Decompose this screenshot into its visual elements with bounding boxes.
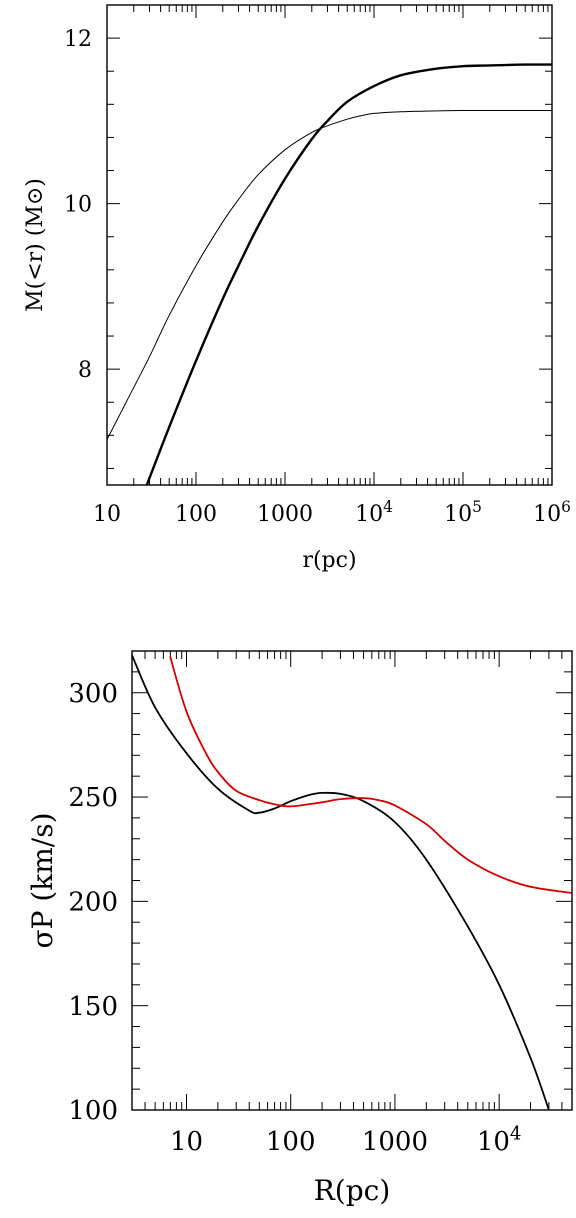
series-line-1	[145, 63, 552, 485]
y-tick-label: 250	[68, 783, 118, 813]
x-tick-label: 104	[477, 1124, 522, 1157]
dispersion-panel-ticks	[131, 650, 573, 1111]
x-tick-label: 106	[533, 498, 571, 527]
y-tick-label: 8	[78, 358, 92, 383]
y-tick-label: 12	[64, 27, 92, 52]
dispersion-panel-y-label: σP (km/s)	[26, 812, 59, 948]
dispersion-panel: 10 100 1000 104 100 150 200 250 300 R(pc) σP (km…	[26, 650, 573, 1207]
series-line-0	[107, 109, 552, 440]
dispersion-panel-tick-labels: 10 100 1000 104 100 150 200 250 300	[68, 679, 521, 1157]
mass-panel-tick-labels: 10 100 1000 104 105 106 8 10 12	[64, 27, 571, 527]
x-tick-label: 100	[175, 502, 217, 527]
mass-panel-y-label: M(<r) (M⊙)	[23, 178, 48, 312]
x-tick-label: 1000	[257, 502, 313, 527]
x-tick-label: 100	[266, 1127, 316, 1157]
dispersion-panel-frame	[131, 650, 573, 1111]
mass-panel-curves	[107, 63, 552, 485]
y-tick-label: 10	[64, 192, 92, 217]
x-tick-label: 10	[170, 1127, 203, 1157]
mass-panel-x-label: r(pc)	[302, 548, 356, 573]
y-tick-label: 200	[68, 887, 118, 917]
mass-panel-ticks	[106, 4, 553, 485]
x-tick-label: 104	[355, 498, 393, 527]
series-line-0	[132, 654, 550, 1110]
mass-profile-panel: 10 100 1000 104 105 106 8 10 12 r(pc) M(<r) (M⊙)	[23, 4, 571, 573]
dispersion-panel-curves	[132, 654, 572, 1110]
x-tick-label: 10	[93, 502, 121, 527]
series-line-1	[169, 656, 572, 894]
dispersion-panel-x-label: R(pc)	[314, 1174, 391, 1207]
x-tick-label: 105	[444, 498, 482, 527]
mass-panel-frame	[106, 4, 553, 486]
y-tick-label: 100	[68, 1096, 118, 1126]
y-tick-label: 300	[68, 679, 118, 709]
y-tick-label: 150	[68, 992, 118, 1022]
x-tick-label: 1000	[362, 1127, 428, 1157]
